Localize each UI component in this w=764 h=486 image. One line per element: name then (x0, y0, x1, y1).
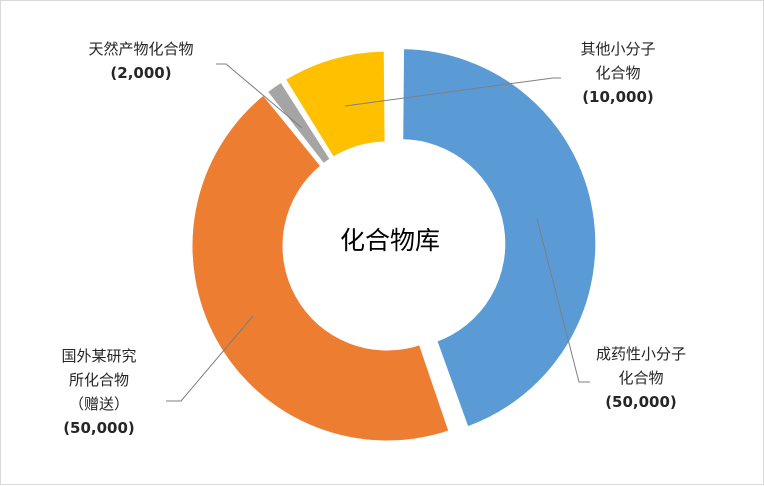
slice-3 (282, 48, 388, 161)
slice-label-1-line-2: （赠送） (69, 395, 129, 413)
slice-label-0-line-0: 成药性小分子 (596, 345, 686, 363)
leader-line-1 (166, 315, 254, 402)
leader-line-0 (536, 218, 590, 383)
leader-line-2 (216, 63, 303, 129)
slice-label-0-line-1: 化合物 (618, 369, 663, 387)
leader-line-3 (344, 77, 561, 107)
slice-1 (189, 91, 452, 444)
slice-value-2: (2,000) (110, 64, 171, 82)
slice-label-1-line-1: 所化合物 (69, 371, 129, 389)
slice-value-0: (50,000) (605, 393, 677, 411)
slice-label-3-line-1: 化合物 (595, 64, 640, 82)
slice-value-3: (10,000) (582, 88, 654, 106)
slice-value-1: (50,000) (63, 419, 135, 437)
slice-label-2-line-0: 天然产物化合物 (88, 40, 193, 58)
slice-label-1-line-0: 国外某研究 (61, 347, 136, 365)
slice-2 (264, 78, 334, 168)
slice-label-3-line-0: 其他小分子 (580, 40, 655, 58)
slice-0 (400, 46, 599, 430)
center-label: 化合物库 (340, 226, 440, 255)
